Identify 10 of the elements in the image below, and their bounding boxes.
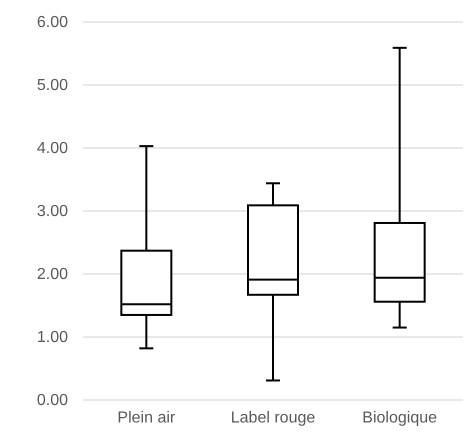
y-tick-label: 3.00 bbox=[36, 203, 68, 220]
x-tick-label: Label rouge bbox=[230, 409, 316, 426]
y-tick-label: 2.00 bbox=[36, 266, 68, 284]
y-tick-label: 4.00 bbox=[36, 140, 68, 158]
y-tick-label: 6.00 bbox=[36, 14, 68, 32]
x-tick-label: Plein air bbox=[117, 409, 176, 426]
x-tick-label: Biologique bbox=[362, 409, 438, 426]
y-tick-label: 5.00 bbox=[36, 77, 68, 94]
y-tick-label: 1.00 bbox=[36, 329, 68, 346]
y-tick-label: 0.00 bbox=[36, 392, 68, 410]
